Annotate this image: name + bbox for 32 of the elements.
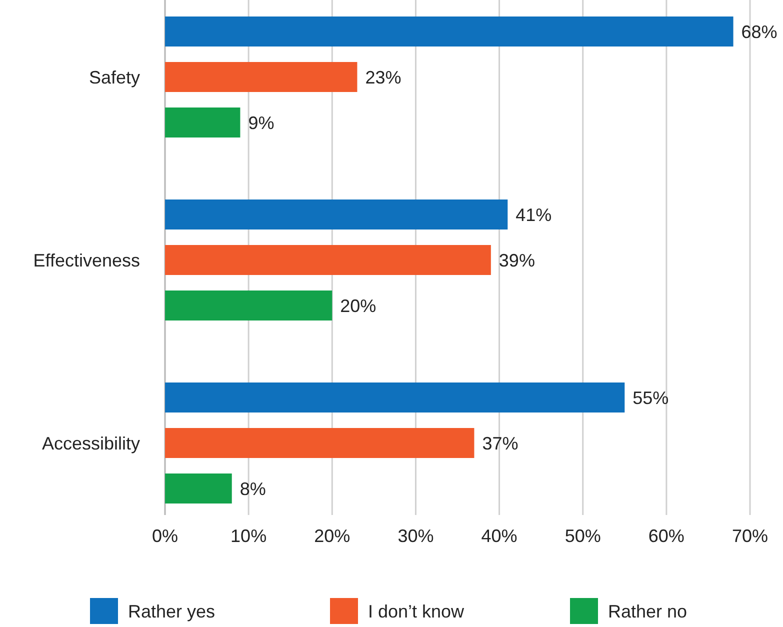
data-label: 39% xyxy=(498,250,535,270)
x-tick-label: 30% xyxy=(398,526,434,546)
legend-label: Rather yes xyxy=(128,601,216,622)
y-tick-label: Accessibility xyxy=(42,433,140,454)
bar xyxy=(165,382,625,412)
data-label: 41% xyxy=(516,204,552,225)
x-tick-label: 50% xyxy=(564,526,601,546)
legend-label: Rather no xyxy=(608,601,688,622)
bar xyxy=(165,16,734,46)
data-label: 20% xyxy=(340,296,376,316)
bar xyxy=(165,474,232,504)
data-label: 68% xyxy=(741,22,778,42)
legend-label: I don’t know xyxy=(368,601,466,622)
x-tick-label: 10% xyxy=(230,526,267,546)
data-label: 55% xyxy=(632,388,669,408)
y-tick-label: Effectiveness xyxy=(33,250,140,270)
data-label: 8% xyxy=(240,478,266,499)
data-label: 23% xyxy=(365,67,402,88)
bar xyxy=(165,62,358,92)
bar xyxy=(165,245,491,275)
bar xyxy=(165,200,508,230)
x-tick-label: 0% xyxy=(152,526,178,546)
y-tick-label: Safety xyxy=(88,67,140,88)
data-label: 9% xyxy=(248,112,274,133)
x-tick-label: 70% xyxy=(732,526,768,546)
bar xyxy=(165,428,474,458)
data-label: 37% xyxy=(482,433,518,454)
bar xyxy=(165,108,240,138)
x-tick-label: 60% xyxy=(648,526,684,546)
x-tick-label: 20% xyxy=(314,526,350,546)
bar xyxy=(165,290,332,320)
x-tick-label: 40% xyxy=(481,526,518,546)
